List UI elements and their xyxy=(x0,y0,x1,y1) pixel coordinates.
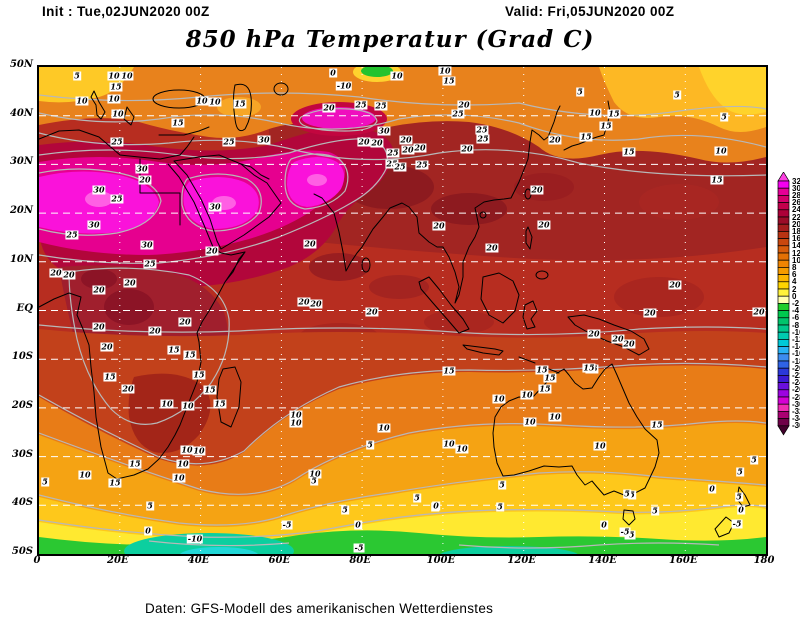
colorbar-tick-26: 26 xyxy=(792,198,800,208)
colorbar-tick--14: -14 xyxy=(792,342,800,352)
lat-tick-50S: 50S xyxy=(11,546,33,557)
lat-tick-40N: 40N xyxy=(9,107,33,119)
colorbar-tick--24: -24 xyxy=(792,378,800,388)
lat-tick-50N: 50N xyxy=(9,59,33,70)
colorbar-tick--20: -20 xyxy=(792,363,800,373)
colorbar-tick--18: -18 xyxy=(792,356,800,366)
lon-tick-160E: 160E xyxy=(668,555,698,566)
colorbar-tick--8: -8 xyxy=(792,320,800,330)
lon-tick-80E: 80E xyxy=(349,555,371,566)
colorbar-tick--36: -36 xyxy=(792,421,800,431)
lat-tick-20N: 20N xyxy=(9,205,33,217)
colorbar-tick--22: -22 xyxy=(792,370,800,380)
map-frame xyxy=(37,65,768,556)
colorbar-tick-18: 18 xyxy=(792,226,800,236)
lat-tick-20S: 20S xyxy=(11,399,33,411)
colorbar-tick-28: 28 xyxy=(792,190,800,200)
lat-tick-EQ: EQ xyxy=(16,302,33,314)
colorbar-tick--4: -4 xyxy=(792,306,800,316)
colorbar-tick--34: -34 xyxy=(792,414,800,424)
colorbar-tick-4: 4 xyxy=(792,277,797,287)
colorbar-tick--10: -10 xyxy=(792,327,800,337)
colorbar-tick-8: 8 xyxy=(792,262,797,272)
lon-tick-60E: 60E xyxy=(268,555,291,566)
lon-tick-0: 0 xyxy=(33,555,41,566)
colorbar-tick-2: 2 xyxy=(792,284,797,294)
colorbar-tick-20: 20 xyxy=(792,219,800,229)
colorbar-tick-16: 16 xyxy=(792,234,800,244)
colorbar-tick--26: -26 xyxy=(792,385,800,395)
lon-tick-40E: 40E xyxy=(187,555,210,566)
colorbar-tick--12: -12 xyxy=(792,334,800,344)
footer-data-source: Daten: GFS-Modell des amerikanischen Wet… xyxy=(145,601,494,616)
lat-tick-30S: 30S xyxy=(11,448,33,460)
colorbar-tick--6: -6 xyxy=(792,313,800,323)
colorbar-tick-30: 30 xyxy=(792,183,800,193)
colorbar-svg xyxy=(777,171,790,436)
colorbar-tick--16: -16 xyxy=(792,349,800,359)
lon-tick-140E: 140E xyxy=(588,555,617,566)
lon-tick-180: 180 xyxy=(753,555,775,566)
temperature-colorbar: 32302826242220181614121086420-2-4-6-8-10… xyxy=(776,171,800,452)
colorbar-tick-0: 0 xyxy=(792,291,797,301)
lon-tick-100E: 100E xyxy=(426,555,456,566)
lat-tick-30N: 30N xyxy=(9,156,33,168)
page-title: 850 hPa Temperatur (Grad C) xyxy=(185,26,595,53)
footer-credits: Daten: GFS-Modell des amerikanischen Wet… xyxy=(145,569,493,618)
lon-tick-120E: 120E xyxy=(507,555,536,566)
temperature-map-canvas xyxy=(39,67,766,554)
colorbar-tick-6: 6 xyxy=(792,270,797,280)
colorbar-tick--28: -28 xyxy=(792,392,800,402)
lon-tick-20E: 20E xyxy=(106,555,129,566)
init-time-label: Init : Tue,02JUN2020 00Z xyxy=(42,4,210,19)
colorbar-tick-10: 10 xyxy=(792,255,800,265)
colorbar-tick--2: -2 xyxy=(792,298,800,308)
lat-tick-10S: 10S xyxy=(11,351,33,363)
colorbar-tick-14: 14 xyxy=(792,241,800,251)
lat-tick-10N: 10N xyxy=(9,253,33,265)
colorbar-tick--32: -32 xyxy=(792,406,800,416)
valid-time-label: Valid: Fri,05JUN2020 00Z xyxy=(505,4,675,19)
colorbar-tick-24: 24 xyxy=(792,205,800,215)
colorbar-tick-22: 22 xyxy=(792,212,800,222)
colorbar-tick--30: -30 xyxy=(792,399,800,409)
coastlines xyxy=(39,82,751,538)
colorbar-tick-32: 32 xyxy=(792,176,800,186)
lat-tick-40S: 40S xyxy=(11,497,33,509)
colorbar-tick-12: 12 xyxy=(792,248,800,258)
